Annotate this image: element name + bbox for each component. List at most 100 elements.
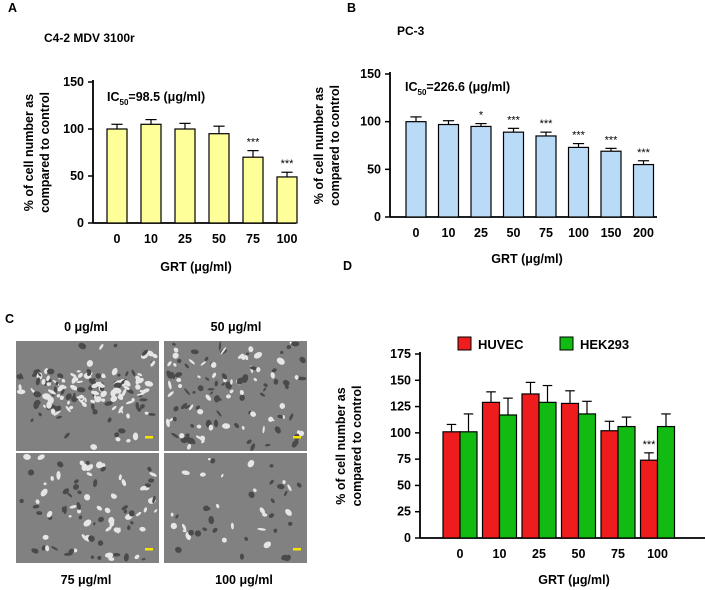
x-tick-label: 100 bbox=[647, 547, 668, 561]
significance-marker: *** bbox=[281, 158, 295, 170]
y-axis-label: % of cell number as bbox=[312, 87, 326, 204]
y-axis-label: % of cell number as bbox=[22, 94, 36, 211]
bar bbox=[174, 128, 196, 224]
bar bbox=[405, 121, 427, 218]
bar bbox=[600, 150, 622, 218]
scale-bar bbox=[293, 436, 301, 439]
x-tick-label: 25 bbox=[532, 547, 546, 561]
y-tick-label: 25 bbox=[397, 505, 411, 519]
bar bbox=[600, 430, 619, 539]
x-tick-label: 10 bbox=[442, 226, 456, 240]
significance-marker: * bbox=[479, 110, 484, 122]
bar bbox=[437, 123, 460, 218]
ic50-prefix: IC bbox=[107, 90, 120, 104]
panel-a-title: C4-2 MDV 3100r bbox=[44, 31, 135, 45]
bar bbox=[521, 393, 540, 539]
x-tick-label: 100 bbox=[568, 226, 589, 240]
ic50-value: =98.5 (μg/ml) bbox=[128, 90, 205, 104]
y-axis-label: compared to control bbox=[38, 92, 52, 213]
y-tick-label: 50 bbox=[70, 169, 84, 183]
significance-marker: *** bbox=[643, 439, 657, 451]
x-tick-label: 200 bbox=[633, 226, 654, 240]
micrograph-label: 100 μg/ml bbox=[215, 573, 273, 587]
bar bbox=[617, 425, 636, 539]
x-axis-label: GRT (μg/ml) bbox=[160, 260, 232, 274]
bar bbox=[106, 128, 128, 224]
significance-marker: *** bbox=[605, 134, 619, 146]
legend-label: HUVEC bbox=[478, 337, 524, 352]
x-tick-label: 150 bbox=[601, 226, 622, 240]
x-tick-label: 50 bbox=[572, 547, 586, 561]
micrograph-image bbox=[16, 341, 159, 451]
y-tick-label: 100 bbox=[390, 426, 411, 440]
panel-b-title: PC-3 bbox=[397, 24, 425, 38]
micrograph-image bbox=[164, 341, 307, 451]
x-axis-label: GRT (μg/ml) bbox=[538, 573, 610, 587]
panel-a-chart: 0 50 100 150 % of cell number as compared to … bbox=[22, 75, 298, 274]
y-tick-label: 100 bbox=[360, 115, 381, 129]
panel-letter-d: D bbox=[343, 259, 352, 273]
significance-marker: *** bbox=[572, 130, 586, 142]
x-tick-label: 75 bbox=[539, 226, 553, 240]
bar bbox=[560, 402, 580, 539]
significance-marker: *** bbox=[247, 137, 261, 149]
y-tick-label: 100 bbox=[63, 122, 84, 136]
panel-b-ic50: IC50=226.6 (μg/ml) bbox=[405, 80, 510, 97]
scale-bar bbox=[293, 548, 301, 551]
significance-marker: *** bbox=[540, 118, 554, 130]
panel-letter-b: B bbox=[347, 1, 356, 15]
y-tick-label: 50 bbox=[397, 478, 411, 492]
panel-b-chart: 0 50 100 150 % of cell number as compared to … bbox=[312, 67, 657, 266]
ic50-subscript: 50 bbox=[120, 98, 129, 107]
x-tick-label: 25 bbox=[474, 226, 488, 240]
x-tick-label: 50 bbox=[212, 232, 226, 246]
bar bbox=[535, 135, 557, 218]
bar bbox=[577, 413, 597, 539]
legend-swatch bbox=[457, 336, 472, 351]
y-axis-label: % of cell number as bbox=[334, 387, 348, 504]
bar bbox=[639, 459, 659, 539]
y-tick-label: 50 bbox=[367, 162, 381, 176]
x-tick-label: 75 bbox=[611, 547, 625, 561]
bar bbox=[242, 156, 264, 224]
significance-marker: *** bbox=[507, 114, 521, 126]
bar bbox=[567, 146, 590, 218]
bar bbox=[538, 401, 557, 539]
ic50-subscript: 50 bbox=[418, 88, 427, 97]
panel-a-ic50: IC50=98.5 (μg/ml) bbox=[107, 90, 205, 107]
bar bbox=[140, 123, 162, 224]
x-tick-label: 0 bbox=[457, 547, 464, 561]
micrograph-label: 0 μg/ml bbox=[64, 320, 108, 334]
y-tick-label: 0 bbox=[374, 210, 381, 224]
x-tick-label: 0 bbox=[114, 232, 121, 246]
x-tick-label: 75 bbox=[246, 232, 260, 246]
bar bbox=[481, 401, 501, 539]
y-tick-label: 125 bbox=[390, 400, 411, 414]
bar bbox=[208, 133, 230, 224]
micrograph-label: 50 μg/ml bbox=[211, 320, 262, 334]
bar bbox=[459, 431, 478, 539]
legend-label: HEK293 bbox=[580, 337, 629, 352]
x-tick-label: 100 bbox=[277, 232, 298, 246]
bar bbox=[498, 414, 518, 539]
scale-bar bbox=[145, 436, 153, 439]
y-tick-label: 0 bbox=[404, 531, 411, 545]
x-tick-label: 25 bbox=[178, 232, 192, 246]
y-axis-label: compared to control bbox=[328, 85, 342, 206]
bar bbox=[632, 163, 655, 218]
y-tick-label: 175 bbox=[390, 347, 411, 361]
ic50-prefix: IC bbox=[405, 80, 418, 94]
bar bbox=[442, 431, 461, 539]
y-tick-label: 150 bbox=[63, 75, 84, 89]
y-tick-label: 75 bbox=[397, 452, 411, 466]
ic50-value: =226.6 (μg/ml) bbox=[426, 80, 510, 94]
bar bbox=[502, 131, 525, 218]
panel-letter-a: A bbox=[8, 1, 17, 15]
bar bbox=[656, 425, 676, 539]
significance-marker: *** bbox=[637, 147, 651, 159]
micrograph-image bbox=[164, 453, 307, 563]
legend-swatch bbox=[559, 336, 574, 351]
y-tick-label: 0 bbox=[77, 216, 84, 230]
